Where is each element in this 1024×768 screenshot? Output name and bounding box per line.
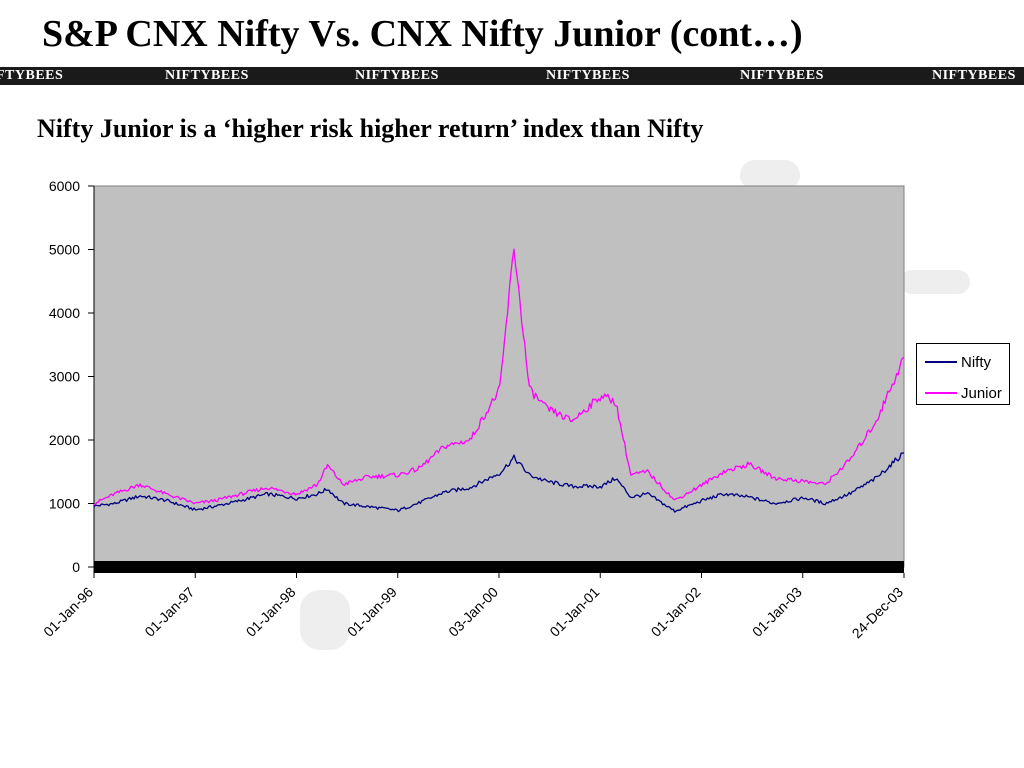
ticker-band-item: NIFTYBEES [165, 68, 249, 83]
x-tick-label: 01-Jan-03 [749, 584, 805, 640]
x-tick-label: 01-Jan-02 [648, 584, 704, 640]
y-tick-label: 6000 [49, 178, 80, 194]
x-tick-label: 03-Jan-00 [445, 584, 501, 640]
series-line-nifty [93, 452, 905, 513]
background-watermark [740, 160, 800, 190]
x-tick-label: 01-Jan-99 [344, 584, 400, 640]
chart-legend: Nifty Junior [916, 343, 1010, 405]
legend-swatch-junior [925, 392, 957, 394]
legend-swatch-nifty [925, 361, 957, 363]
y-tick-label: 1000 [49, 496, 80, 512]
ticker-band-item: FTYBEES [0, 68, 64, 83]
legend-entry-nifty: Nifty [925, 353, 991, 371]
x-tick-label: 01-Jan-98 [243, 584, 299, 640]
plot-area [93, 185, 905, 568]
legend-entry-junior: Junior [925, 384, 1002, 402]
slide-title: S&P CNX Nifty Vs. CNX Nifty Junior (cont… [42, 13, 803, 55]
x-tick-label: 01-Jan-96 [40, 584, 96, 640]
y-tick-label: 5000 [49, 242, 80, 258]
x-tick-label: 24-Dec-03 [849, 584, 907, 642]
background-watermark [900, 270, 970, 294]
ticker-band-item: NIFTYBEES [546, 68, 630, 83]
y-tick-label: 4000 [49, 305, 80, 321]
y-tick-label: 0 [72, 559, 80, 575]
slide-subtitle: Nifty Junior is a ‘higher risk higher re… [37, 114, 704, 143]
y-tick-label: 2000 [49, 432, 80, 448]
x-tick-label: 01-Jan-01 [546, 584, 602, 640]
series-line-junior [93, 248, 905, 506]
x-axis-band [94, 561, 904, 573]
background-watermark [300, 590, 350, 650]
ticker-band-item: NIFTYBEES [355, 68, 439, 83]
x-tick-label: 01-Jan-97 [141, 584, 197, 640]
legend-label-nifty: Nifty [961, 353, 991, 371]
y-tick-label: 3000 [49, 369, 80, 385]
ticker-band: FTYBEES NIFTYBEES NIFTYBEES NIFTYBEES NI… [0, 67, 1024, 85]
ticker-band-item: NIFTYBEES [740, 68, 824, 83]
legend-label-junior: Junior [961, 384, 1002, 402]
ticker-band-item: NIFTYBEES [932, 68, 1016, 83]
